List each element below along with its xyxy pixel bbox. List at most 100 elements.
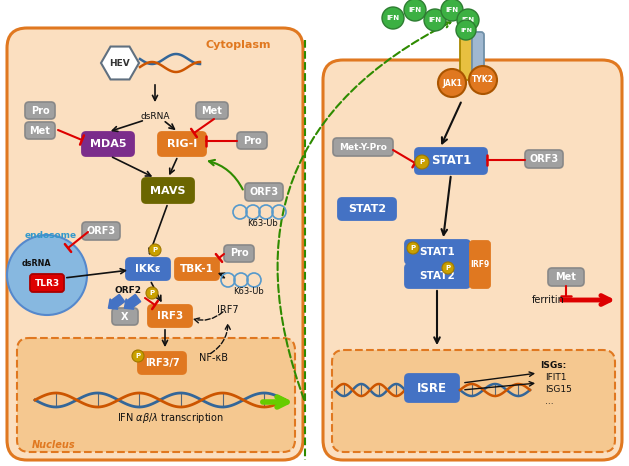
Text: IRF3: IRF3	[157, 311, 183, 321]
FancyBboxPatch shape	[333, 138, 393, 156]
Text: Met: Met	[30, 125, 50, 136]
Text: K63-Ub: K63-Ub	[248, 219, 279, 228]
Text: P: P	[135, 353, 140, 359]
Text: HEV: HEV	[109, 59, 130, 68]
FancyBboxPatch shape	[82, 222, 120, 240]
FancyBboxPatch shape	[415, 148, 487, 174]
Text: IFN: IFN	[386, 15, 399, 21]
Text: endosome: endosome	[25, 232, 77, 240]
Text: STAT1: STAT1	[420, 247, 455, 257]
Text: Cytoplasm: Cytoplasm	[205, 40, 270, 50]
Text: ISRE: ISRE	[417, 382, 447, 395]
FancyBboxPatch shape	[158, 132, 206, 156]
Text: ISGs:: ISGs:	[540, 361, 566, 370]
FancyBboxPatch shape	[405, 374, 459, 402]
Circle shape	[424, 9, 446, 31]
Circle shape	[442, 262, 454, 274]
FancyBboxPatch shape	[332, 350, 615, 452]
Text: IFN $\alpha\beta$/$\lambda$ transcription: IFN $\alpha\beta$/$\lambda$ transcriptio…	[116, 411, 223, 425]
Text: IFN: IFN	[428, 17, 442, 23]
Text: Pro: Pro	[230, 248, 248, 259]
FancyBboxPatch shape	[30, 274, 64, 292]
Text: JAK1: JAK1	[442, 78, 462, 88]
Text: Pro: Pro	[31, 105, 49, 116]
Text: TYK2: TYK2	[472, 75, 494, 84]
Text: P: P	[445, 265, 450, 271]
Text: STAT2: STAT2	[420, 271, 455, 281]
Text: Met: Met	[201, 105, 223, 116]
FancyBboxPatch shape	[25, 102, 55, 119]
FancyBboxPatch shape	[82, 132, 134, 156]
Text: STAT1: STAT1	[431, 155, 471, 167]
Circle shape	[407, 242, 419, 254]
Text: X: X	[121, 311, 129, 322]
Text: ORF2: ORF2	[114, 286, 142, 295]
Text: NF-κB: NF-κB	[199, 353, 228, 363]
Text: Met-Y-Pro: Met-Y-Pro	[339, 143, 387, 151]
FancyBboxPatch shape	[196, 102, 228, 119]
Text: IRF9: IRF9	[470, 260, 489, 269]
Text: RIG-I: RIG-I	[167, 139, 197, 149]
FancyBboxPatch shape	[175, 258, 219, 280]
Text: MAVS: MAVS	[150, 185, 186, 196]
Text: ORF3: ORF3	[530, 154, 559, 164]
FancyBboxPatch shape	[460, 32, 472, 80]
Text: dsRNA: dsRNA	[140, 112, 170, 121]
FancyBboxPatch shape	[25, 122, 55, 139]
Text: IFN: IFN	[408, 7, 421, 13]
FancyBboxPatch shape	[142, 178, 194, 203]
FancyBboxPatch shape	[470, 241, 490, 288]
Text: IFIT1: IFIT1	[545, 374, 567, 383]
Text: IFN: IFN	[462, 17, 474, 23]
FancyBboxPatch shape	[245, 183, 283, 201]
FancyBboxPatch shape	[405, 264, 470, 288]
Circle shape	[456, 20, 476, 40]
FancyBboxPatch shape	[138, 352, 186, 374]
Circle shape	[469, 66, 497, 94]
Text: TBK-1: TBK-1	[180, 264, 214, 274]
Text: P: P	[411, 245, 416, 251]
FancyArrow shape	[125, 295, 141, 309]
Circle shape	[438, 69, 466, 97]
Circle shape	[149, 244, 161, 256]
Circle shape	[457, 9, 479, 31]
Text: P: P	[152, 247, 157, 253]
Text: ferritin: ferritin	[532, 295, 565, 305]
FancyBboxPatch shape	[112, 308, 138, 325]
Text: STAT2: STAT2	[348, 204, 386, 214]
Text: P: P	[150, 290, 155, 296]
Text: P: P	[420, 159, 425, 165]
Text: Met: Met	[555, 272, 576, 282]
Circle shape	[415, 155, 429, 169]
FancyBboxPatch shape	[405, 240, 470, 264]
FancyBboxPatch shape	[323, 60, 622, 460]
Text: K63-Ub: K63-Ub	[233, 288, 264, 296]
Circle shape	[441, 0, 463, 21]
Text: dsRNA: dsRNA	[21, 260, 51, 268]
Text: ...: ...	[545, 397, 554, 406]
Circle shape	[132, 350, 144, 362]
FancyBboxPatch shape	[7, 28, 303, 460]
Text: IFN: IFN	[445, 7, 459, 13]
FancyBboxPatch shape	[148, 305, 192, 327]
Text: IRF3/7: IRF3/7	[145, 358, 179, 368]
Circle shape	[382, 7, 404, 29]
Circle shape	[404, 0, 426, 21]
Text: Nucleus: Nucleus	[32, 440, 75, 450]
FancyBboxPatch shape	[338, 198, 396, 220]
Text: ISG15: ISG15	[545, 385, 572, 395]
FancyBboxPatch shape	[17, 338, 295, 452]
Circle shape	[146, 287, 158, 299]
FancyBboxPatch shape	[525, 150, 563, 168]
FancyBboxPatch shape	[237, 132, 267, 149]
Circle shape	[7, 235, 87, 315]
FancyBboxPatch shape	[472, 32, 484, 80]
Text: IFN: IFN	[460, 27, 472, 33]
Text: MDA5: MDA5	[90, 139, 126, 149]
Text: TLR3: TLR3	[35, 279, 60, 288]
Text: IKKε: IKKε	[135, 264, 161, 274]
FancyBboxPatch shape	[126, 258, 170, 280]
Text: ORF3: ORF3	[250, 187, 279, 197]
Text: IRF7: IRF7	[217, 305, 239, 315]
FancyBboxPatch shape	[548, 268, 584, 286]
